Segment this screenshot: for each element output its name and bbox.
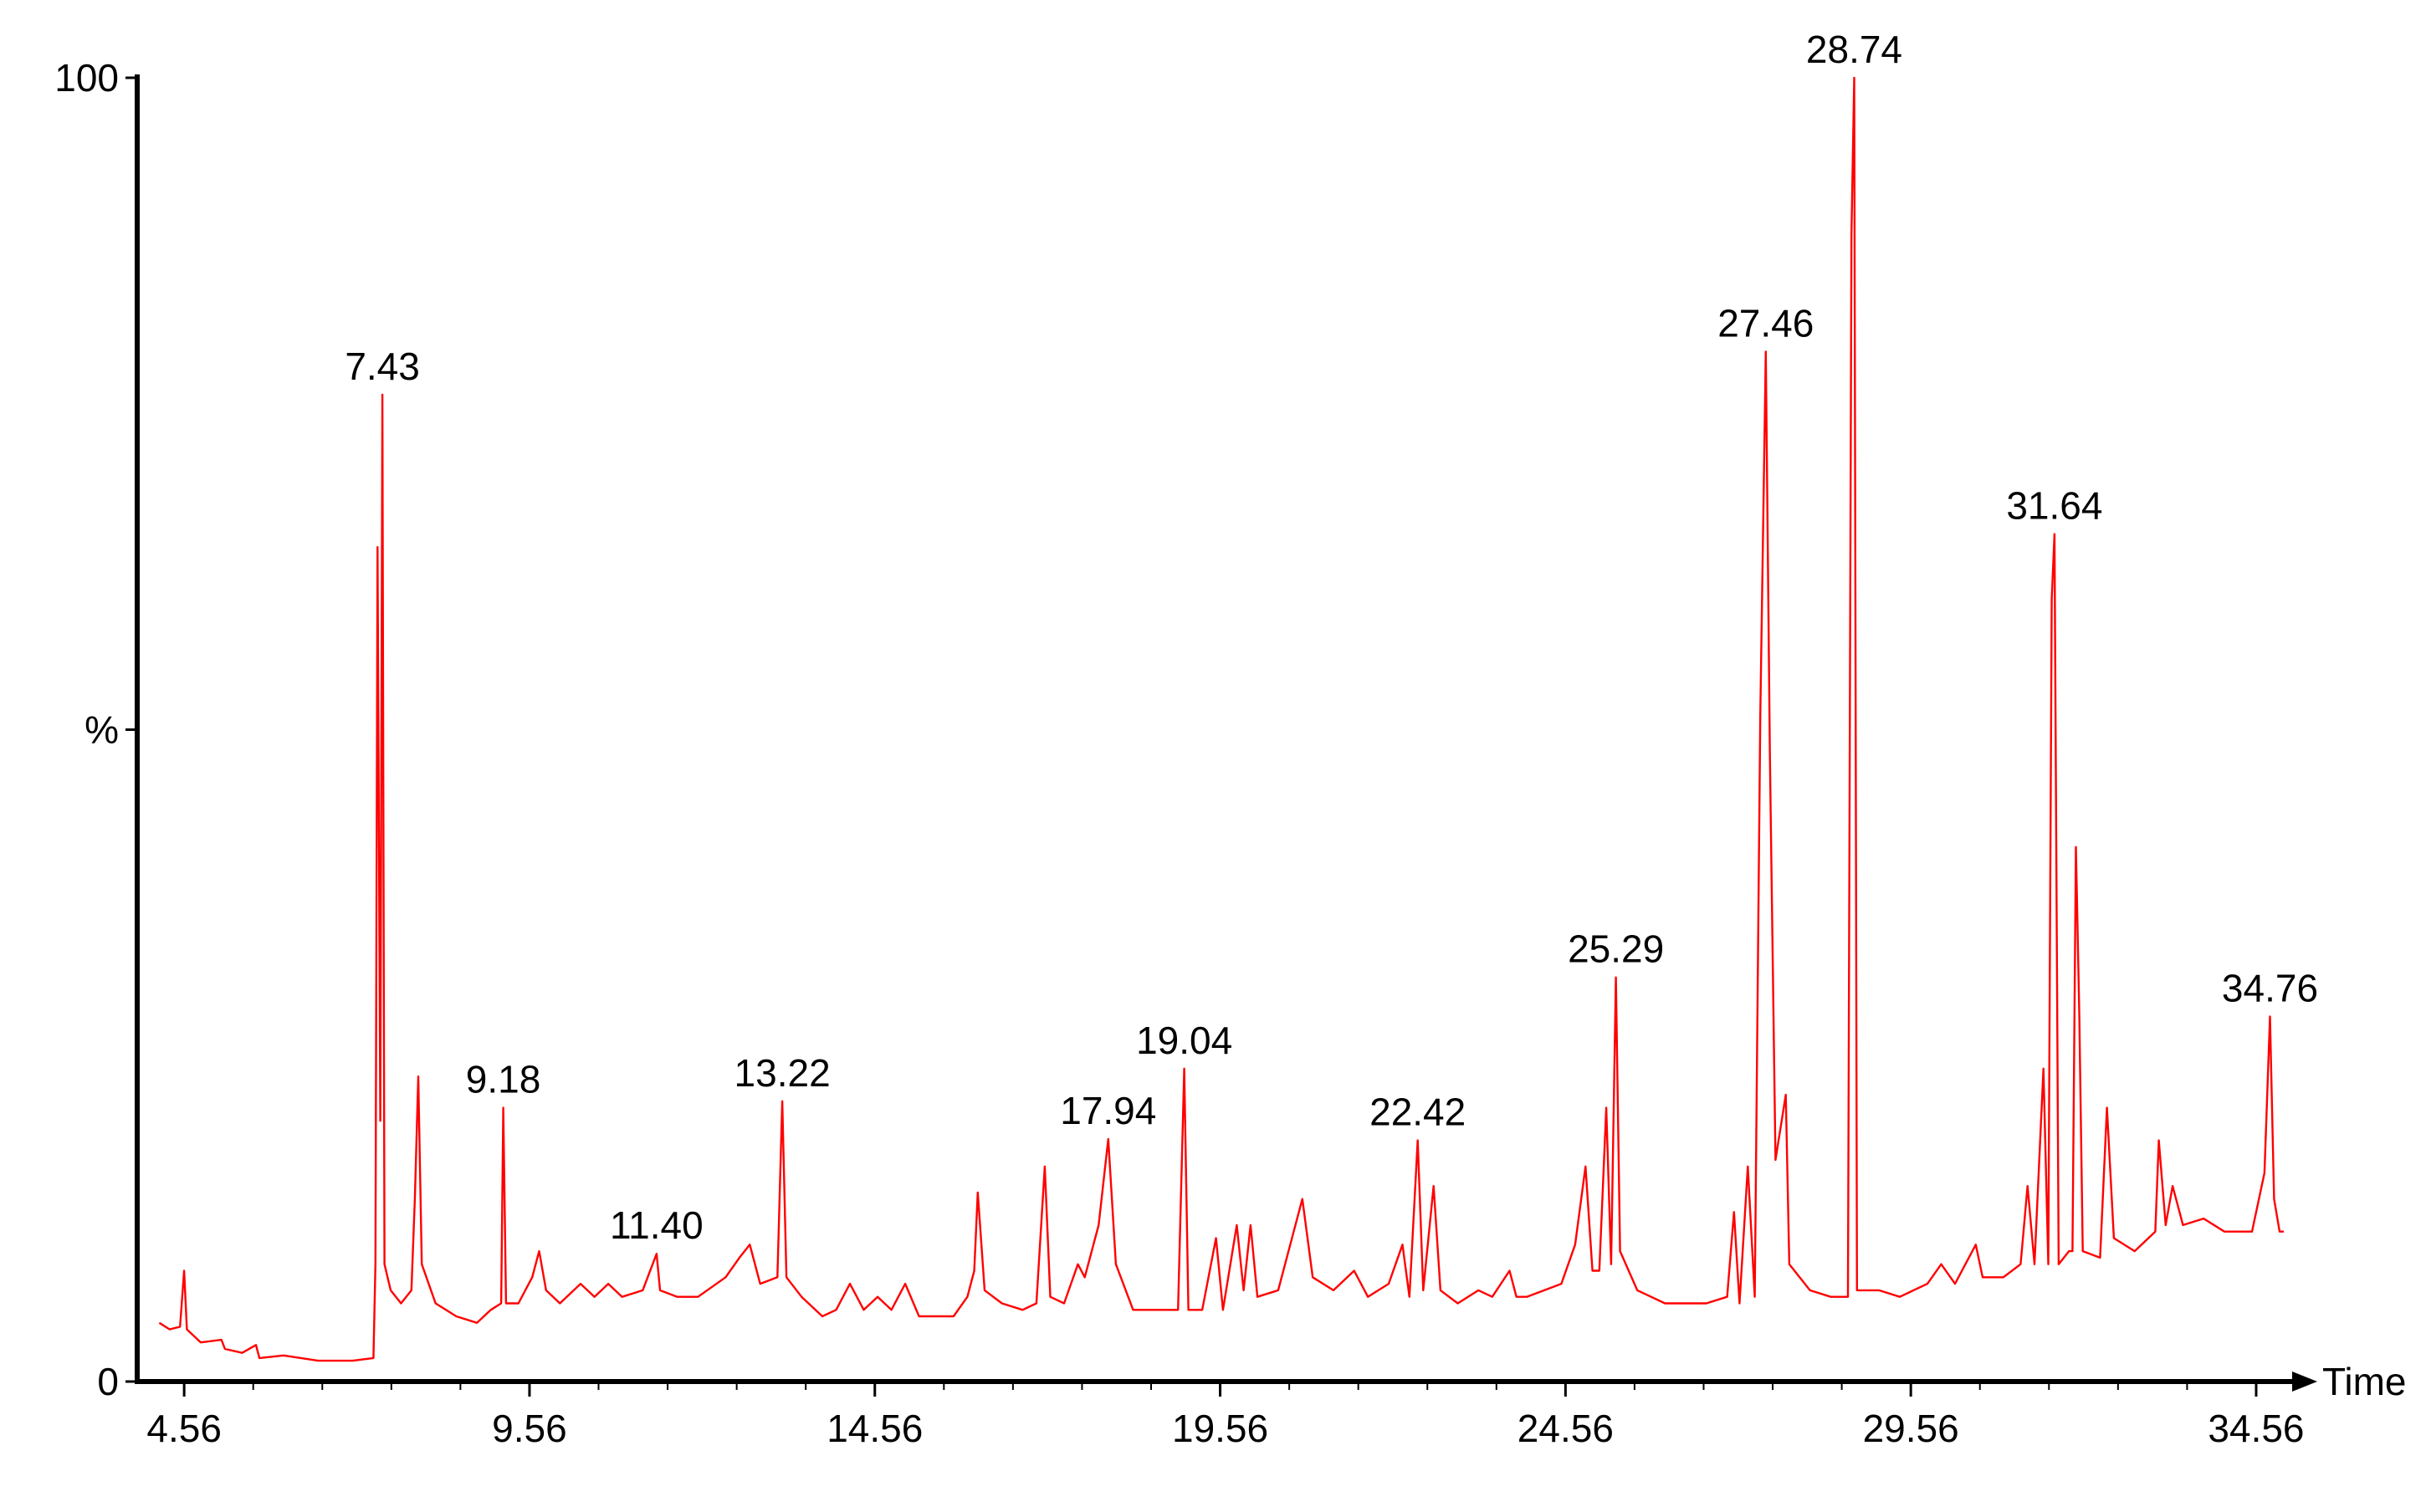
peak-label: 22.42 — [1369, 1091, 1466, 1134]
x-axis-label: Time — [2322, 1360, 2407, 1403]
x-tick-label: 4.56 — [146, 1407, 222, 1450]
y-axis-label: % — [84, 708, 119, 752]
x-tick-label: 29.56 — [1863, 1407, 1959, 1450]
peak-label: 7.43 — [345, 345, 420, 388]
peak-label: 11.40 — [610, 1203, 704, 1247]
trace-line — [158, 76, 2284, 1362]
x-tick-label: 34.56 — [2208, 1407, 2304, 1450]
x-axis-arrow — [2292, 1372, 2317, 1392]
peak-label: 27.46 — [1717, 301, 1814, 345]
x-tick-label: 14.56 — [827, 1407, 923, 1450]
y-tick-label: 100 — [54, 56, 119, 100]
peak-label: 19.04 — [1136, 1019, 1232, 1062]
x-tick-label: 24.56 — [1518, 1407, 1614, 1450]
peak-label: 31.64 — [2006, 484, 2102, 528]
y-tick-label: 0 — [97, 1360, 119, 1403]
peak-label: 17.94 — [1060, 1089, 1156, 1132]
peak-label: 13.22 — [734, 1051, 831, 1095]
peak-label: 25.29 — [1568, 927, 1664, 971]
peak-label: 28.74 — [1806, 28, 1902, 71]
peak-label: 9.18 — [466, 1058, 541, 1101]
x-tick-label: 19.56 — [1172, 1407, 1268, 1450]
x-tick-label: 9.56 — [492, 1407, 567, 1450]
peak-label: 34.76 — [2222, 966, 2318, 1009]
